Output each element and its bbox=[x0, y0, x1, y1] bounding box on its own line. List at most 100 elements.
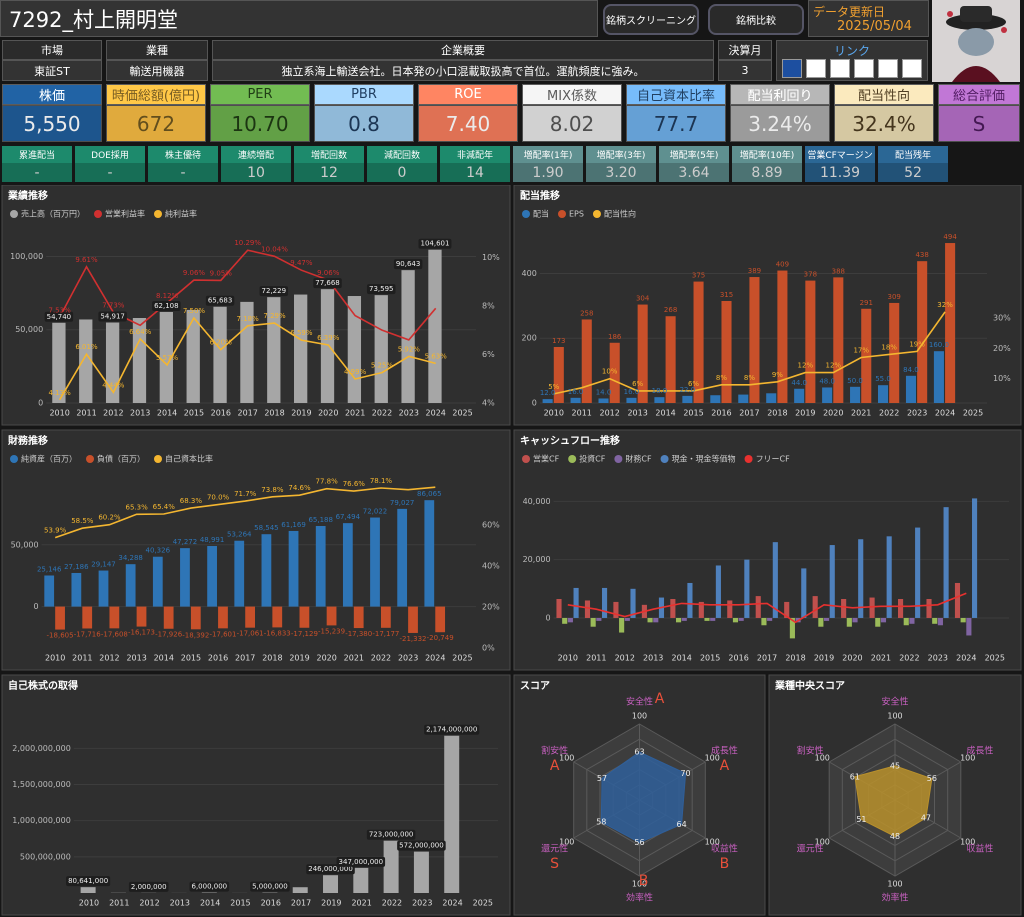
stat-label: 営業CFマージン bbox=[805, 146, 875, 163]
stat-label: 増配率(3年) bbox=[586, 146, 656, 163]
kpi-value: 10.70 bbox=[210, 105, 310, 142]
data-label: 389 bbox=[748, 267, 761, 275]
data-label: 62,108 bbox=[154, 302, 179, 310]
bar bbox=[619, 617, 625, 633]
data-label: 6% bbox=[632, 380, 643, 388]
data-label: 723,000,000 bbox=[369, 831, 414, 839]
legend-label: 配当 bbox=[533, 209, 549, 219]
grade-label: A bbox=[550, 758, 560, 774]
x-tick-label: 2018 bbox=[262, 654, 282, 663]
x-tick-label: 2023 bbox=[398, 654, 418, 663]
data-label: -20,749 bbox=[427, 634, 454, 642]
data-label: -17,716 bbox=[74, 630, 102, 638]
data-label: 8.12% bbox=[156, 292, 179, 300]
x-tick-label: 2016 bbox=[208, 654, 228, 663]
kpi-label: ROE bbox=[418, 84, 518, 105]
bar bbox=[794, 388, 805, 403]
link-icon[interactable] bbox=[878, 59, 898, 78]
data-label: 60.2% bbox=[98, 514, 121, 522]
x-tick-label: 2022 bbox=[382, 899, 402, 908]
stat-value: 14 bbox=[440, 163, 510, 182]
bar bbox=[342, 523, 353, 607]
bar bbox=[933, 351, 944, 403]
data-label: 65.3% bbox=[126, 503, 149, 511]
bar bbox=[383, 840, 399, 893]
bar bbox=[347, 296, 362, 403]
data-label: 5,000,000 bbox=[252, 883, 288, 891]
x-tick-label: 2014 bbox=[672, 654, 692, 663]
data-label: 4.99% bbox=[344, 368, 367, 376]
kpi-label: PER bbox=[210, 84, 310, 105]
data-label: 53,264 bbox=[227, 531, 252, 539]
bar bbox=[401, 270, 415, 403]
x-tick-label: 2022 bbox=[879, 409, 899, 418]
data-label: 2,000,000 bbox=[131, 883, 167, 891]
bar bbox=[710, 395, 721, 403]
x-tick-label: 2015 bbox=[181, 654, 201, 663]
x-tick-label: 2014 bbox=[154, 654, 174, 663]
r-tick-label: 100 bbox=[887, 712, 902, 721]
kpi-value: 672 bbox=[106, 105, 206, 142]
data-label: 67,494 bbox=[336, 513, 361, 521]
data-label: 8% bbox=[744, 374, 755, 382]
bar bbox=[823, 617, 830, 621]
link-icon[interactable] bbox=[830, 59, 850, 78]
data-label: 72,229 bbox=[262, 287, 287, 295]
bar bbox=[71, 572, 82, 607]
bar bbox=[861, 308, 872, 403]
update-label: データ更新日 bbox=[813, 5, 886, 19]
data-label: 65.4% bbox=[153, 503, 176, 511]
grade-label: A bbox=[720, 758, 730, 774]
bar bbox=[320, 289, 335, 403]
bar bbox=[704, 617, 710, 621]
bar bbox=[897, 599, 904, 618]
legend-swatch bbox=[614, 455, 623, 463]
stat-value: 3.20 bbox=[586, 163, 656, 182]
x-tick-label: 2012 bbox=[139, 899, 159, 908]
y2-tick-label: 60% bbox=[482, 521, 500, 530]
nav-button[interactable]: 銘柄スクリーニング bbox=[603, 4, 699, 35]
label-bg bbox=[189, 881, 230, 892]
bar bbox=[784, 601, 790, 618]
line bbox=[553, 311, 946, 395]
data-label: 6% bbox=[688, 380, 699, 388]
r-tick-label: 100 bbox=[705, 838, 720, 847]
link-icon[interactable] bbox=[902, 59, 922, 78]
link-icon[interactable] bbox=[806, 59, 826, 78]
x-tick-label: 2012 bbox=[103, 409, 123, 418]
x-tick-label: 2015 bbox=[683, 409, 703, 418]
data-label: 347,000,000 bbox=[339, 858, 384, 866]
bar bbox=[163, 606, 174, 629]
data-label: -18,392 bbox=[182, 631, 209, 639]
data-label: 6.64% bbox=[129, 328, 152, 336]
x-tick-label: 2011 bbox=[76, 409, 96, 418]
bar bbox=[326, 606, 337, 626]
bar bbox=[889, 302, 900, 403]
bar bbox=[444, 735, 460, 893]
stat-value: 8.89 bbox=[732, 163, 802, 182]
data-label: 34,288 bbox=[118, 554, 143, 562]
bar bbox=[749, 277, 760, 403]
link-icon[interactable] bbox=[782, 59, 802, 78]
nav-button[interactable]: 銘柄比較 bbox=[708, 4, 804, 35]
stat-label: 減配回数 bbox=[367, 146, 437, 163]
line bbox=[54, 486, 436, 539]
bar bbox=[380, 606, 391, 628]
bar bbox=[858, 539, 864, 618]
bar bbox=[542, 399, 553, 403]
bar bbox=[299, 606, 310, 628]
bar bbox=[413, 851, 429, 893]
x-tick-label: 2025 bbox=[963, 409, 983, 418]
data-label: 9.06% bbox=[317, 269, 340, 277]
legend-label: 現金・現金等価物 bbox=[672, 454, 736, 464]
data-label: 7.73% bbox=[102, 301, 125, 309]
link-icon[interactable] bbox=[854, 59, 874, 78]
data-label: 6.01% bbox=[75, 343, 98, 351]
bar bbox=[601, 587, 608, 618]
x-tick-label: 2025 bbox=[452, 654, 472, 663]
avatar-hat-top bbox=[960, 6, 992, 22]
data-label: 58,545 bbox=[254, 524, 279, 532]
data-label: 84.0 bbox=[903, 366, 919, 374]
bar bbox=[55, 606, 65, 630]
bar bbox=[573, 587, 579, 618]
